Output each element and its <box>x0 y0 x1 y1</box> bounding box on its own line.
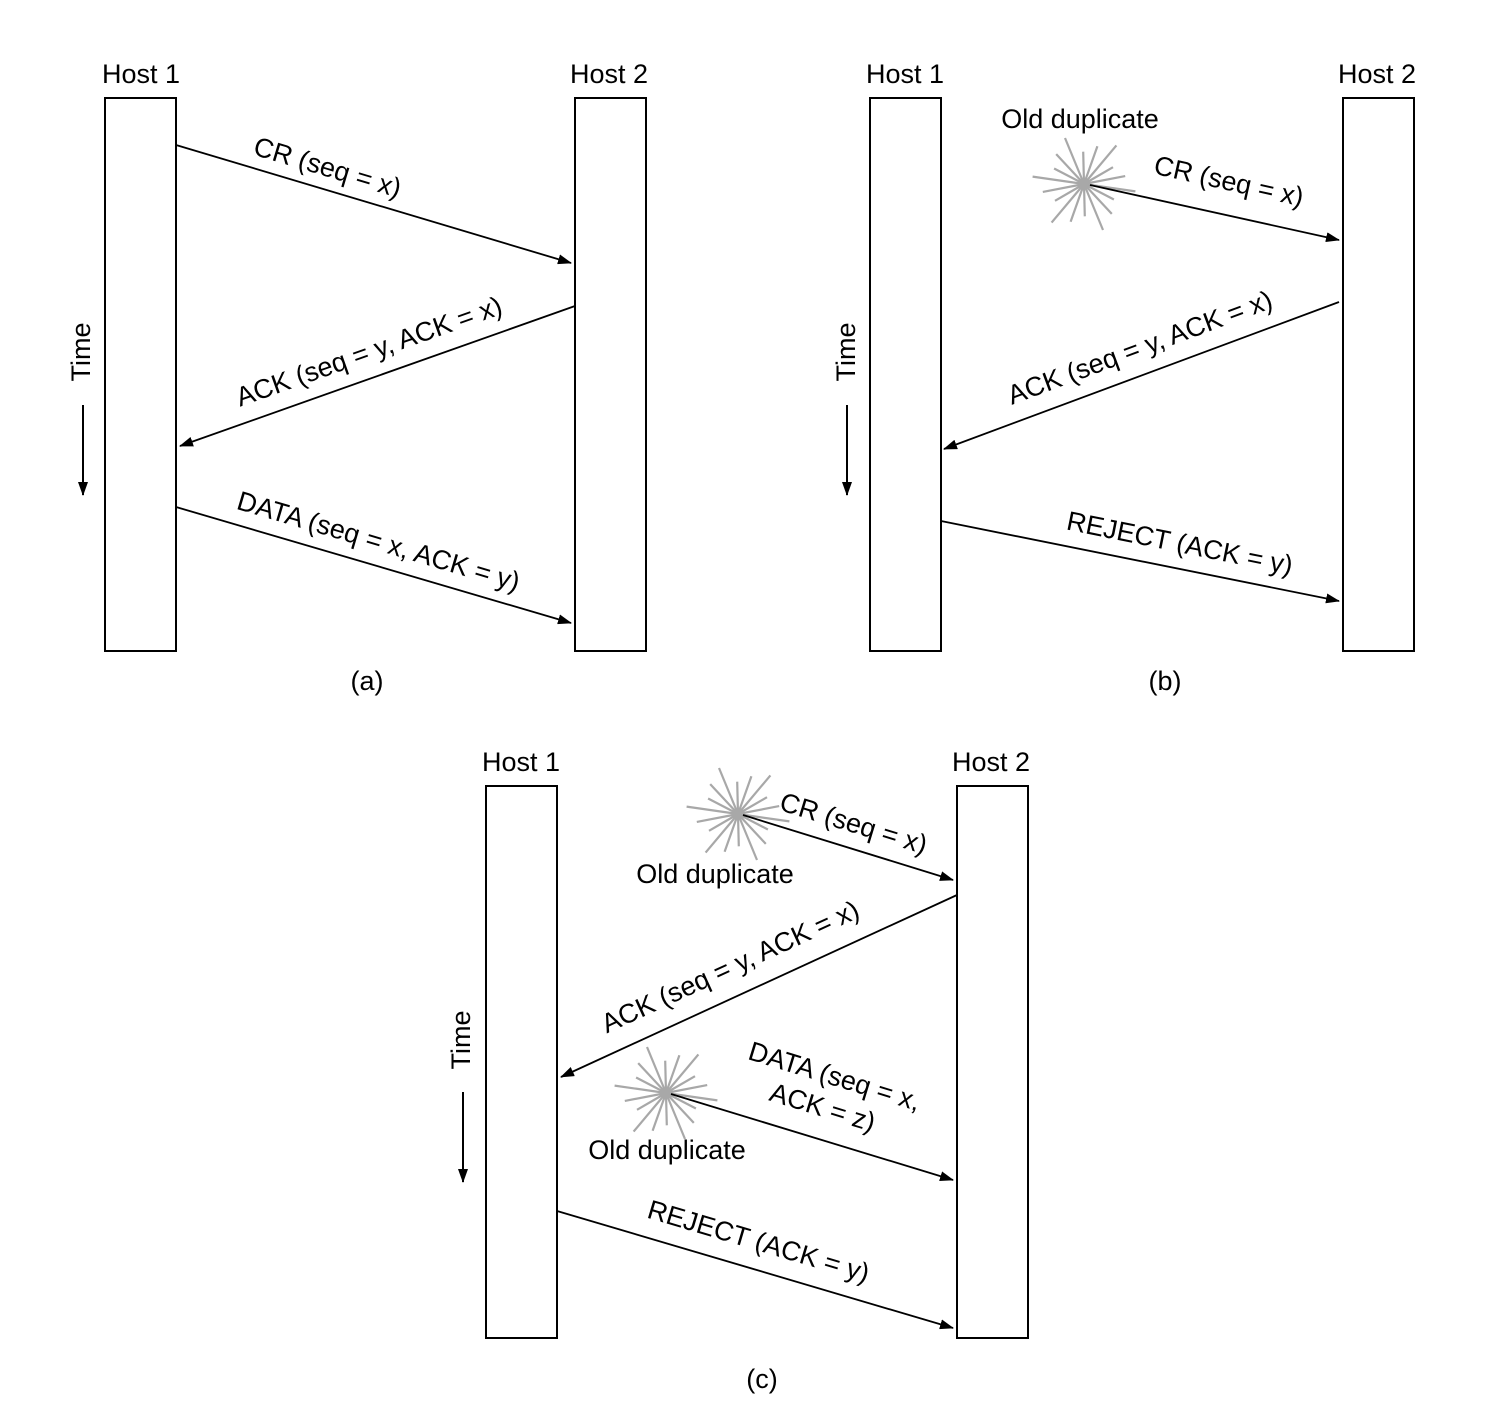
ack-message-label: ACK (seq = y, ACK = x) <box>597 895 864 1039</box>
cr-arrow <box>1089 184 1340 243</box>
time-axis-label: Time <box>831 323 861 382</box>
panel-caption: (a) <box>351 666 384 696</box>
panel-a: Host 1 Host 2 Time CR (seq = x) ACK (seq… <box>66 59 648 696</box>
ack-arrow <box>943 301 1340 450</box>
host1-timeline-bar <box>104 97 177 652</box>
host2-timeline-bar <box>956 785 1029 1339</box>
ack-message-label: ACK (seq = y, ACK = x) <box>1003 285 1276 411</box>
data-message-label: DATA (seq = x, ACK = y) <box>234 486 524 598</box>
host1-label: Host 1 <box>866 59 944 89</box>
time-axis-label: Time <box>446 1011 476 1070</box>
old-duplicate-label: Old duplicate <box>636 859 794 889</box>
time-axis-label: Time <box>66 323 96 382</box>
data-arrow <box>175 506 572 625</box>
host1-label: Host 1 <box>102 59 180 89</box>
host1-label: Host 1 <box>482 747 560 777</box>
ack-arrow <box>560 894 958 1078</box>
cr-arrow <box>742 814 954 881</box>
cr-message-label: CR (seq = x) <box>250 131 405 203</box>
ack-message-label: ACK (seq = y, ACK = x) <box>232 291 506 413</box>
host2-timeline-bar <box>574 97 647 652</box>
panel-c: Host 1 Host 2 Time CR (seq = x) Old dupl… <box>446 747 1030 1394</box>
ack-arrow <box>179 305 576 447</box>
host1-timeline-bar <box>869 97 942 652</box>
host2-label: Host 2 <box>1338 59 1416 89</box>
panel-caption: (b) <box>1149 666 1182 696</box>
old-duplicate-burst-icon <box>686 767 790 861</box>
old-duplicate-label: Old duplicate <box>1001 104 1159 134</box>
reject-message-label: REJECT (ACK = y) <box>644 1194 873 1288</box>
reject-arrow <box>940 520 1340 604</box>
reject-arrow <box>556 1210 954 1330</box>
cr-arrow <box>175 144 572 265</box>
panel-b: Host 1 Host 2 Time Old duplicate CR (seq… <box>831 59 1416 696</box>
host2-timeline-bar <box>1342 97 1415 652</box>
panel-caption: (c) <box>746 1364 777 1394</box>
old-duplicate-label: Old duplicate <box>588 1135 746 1165</box>
host2-label: Host 2 <box>570 59 648 89</box>
data-arrow <box>670 1093 954 1181</box>
old-duplicate-burst-icon <box>614 1046 718 1140</box>
host1-timeline-bar <box>485 785 558 1339</box>
old-duplicate-burst-icon <box>1032 137 1136 231</box>
host2-label: Host 2 <box>952 747 1030 777</box>
